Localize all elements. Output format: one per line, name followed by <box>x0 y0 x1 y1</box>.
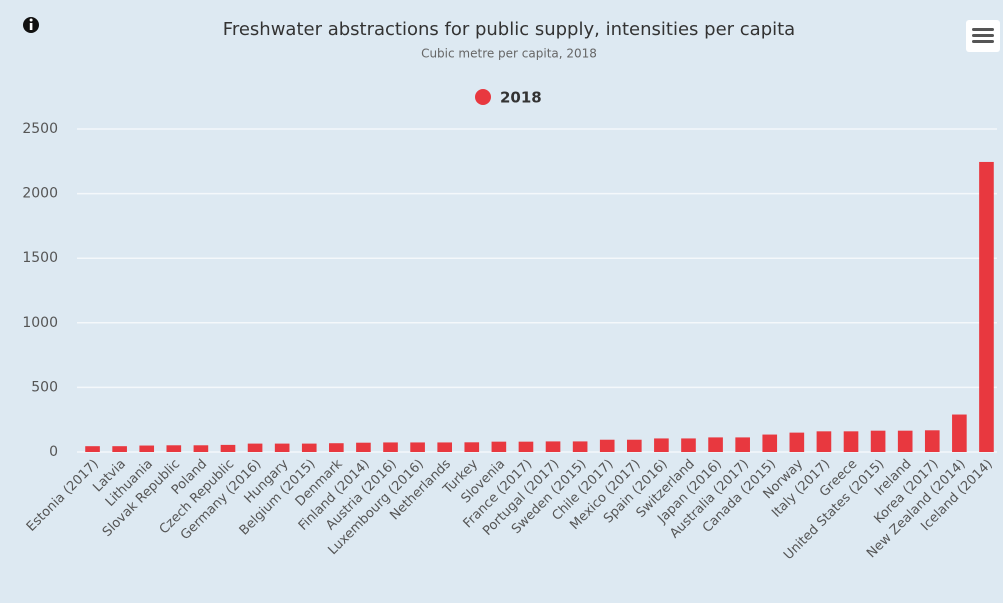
bar <box>112 446 127 452</box>
chart-title: Freshwater abstractions for public suppl… <box>223 19 795 40</box>
bar <box>518 441 534 452</box>
bar <box>762 434 778 452</box>
bar <box>139 445 155 452</box>
bar <box>85 446 100 452</box>
bar <box>572 441 588 452</box>
bar <box>220 444 236 452</box>
bar <box>301 443 317 452</box>
bar <box>843 431 859 452</box>
bar <box>708 437 723 452</box>
chart-subtitle: Cubic metre per capita, 2018 <box>421 47 597 61</box>
bar <box>789 432 805 452</box>
legend-label: 2018 <box>500 89 542 107</box>
info-icon[interactable] <box>23 17 39 33</box>
bar <box>735 437 750 452</box>
legend-marker <box>475 89 491 105</box>
bar <box>410 442 425 452</box>
bar <box>383 442 398 452</box>
y-tick-label: 2000 <box>22 186 58 202</box>
bar <box>870 430 886 452</box>
bar <box>599 439 615 452</box>
y-tick-label: 1500 <box>22 250 58 266</box>
bar <box>356 442 371 452</box>
bar <box>166 445 182 452</box>
y-tick-label: 1000 <box>22 315 58 331</box>
legend-item[interactable]: 2018 <box>475 89 542 107</box>
bar <box>897 430 913 452</box>
y-tick-label: 0 <box>49 444 58 460</box>
bar <box>816 431 832 452</box>
bar <box>952 414 967 452</box>
bar <box>464 442 480 452</box>
bar <box>437 442 453 452</box>
bar <box>626 439 642 452</box>
y-tick-label: 500 <box>31 379 58 395</box>
bar <box>545 441 561 452</box>
menu-button[interactable] <box>966 20 1000 52</box>
bar <box>924 430 940 452</box>
bar <box>654 438 669 452</box>
bar <box>329 443 344 452</box>
bar <box>247 443 263 452</box>
bar <box>681 438 696 452</box>
y-tick-label: 2500 <box>22 121 58 137</box>
bar <box>979 161 994 453</box>
bar <box>193 445 209 452</box>
bar <box>274 443 290 452</box>
bar <box>491 441 507 452</box>
